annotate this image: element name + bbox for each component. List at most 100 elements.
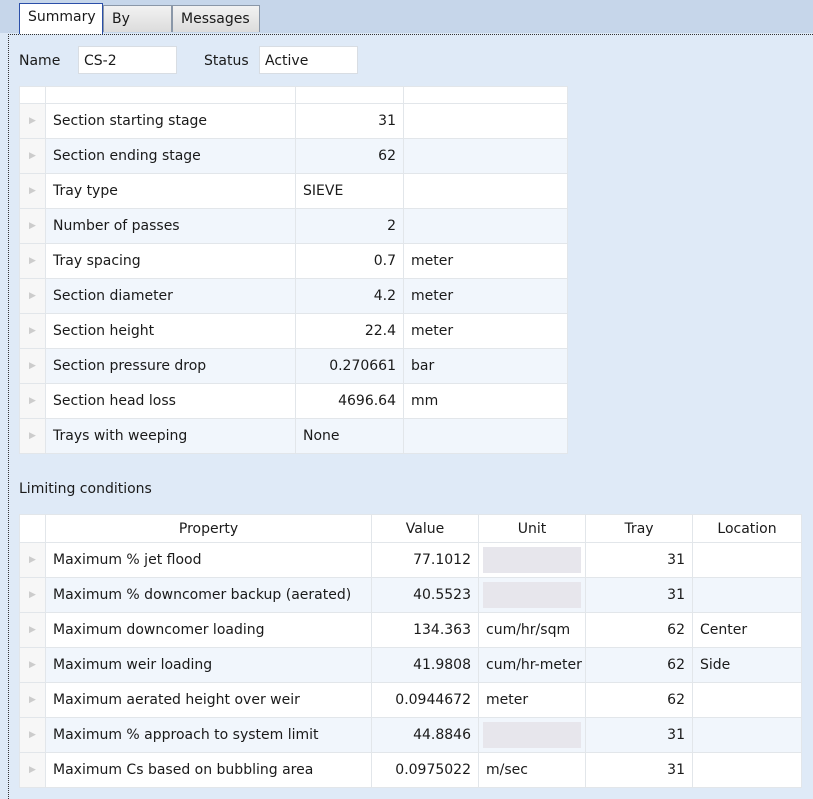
table-row: ▶ Section starting stage 31 bbox=[19, 103, 568, 139]
row-selector[interactable]: ▶ bbox=[19, 577, 46, 613]
unit-cell bbox=[403, 173, 568, 209]
tray-cell: 31 bbox=[585, 577, 693, 613]
table-row: ▶ Tray type SIEVE bbox=[19, 173, 568, 209]
row-selector[interactable]: ▶ bbox=[19, 682, 46, 718]
property-cell: Section pressure drop bbox=[45, 348, 296, 384]
row-selector[interactable]: ▶ bbox=[19, 243, 46, 279]
status-field[interactable]: Active bbox=[259, 46, 358, 74]
row-selector[interactable]: ▶ bbox=[19, 717, 46, 753]
unit-cell[interactable]: m/sec bbox=[478, 752, 586, 788]
value-cell[interactable]: 4696.64 bbox=[295, 383, 404, 419]
row-selector[interactable]: ▶ bbox=[19, 138, 46, 174]
header-property[interactable]: Property bbox=[45, 514, 372, 543]
value-cell[interactable]: 62 bbox=[295, 138, 404, 174]
location-cell bbox=[692, 752, 802, 788]
property-cell: Maximum % jet flood bbox=[45, 542, 372, 578]
table-row: ▶ Section head loss 4696.64 mm bbox=[19, 383, 568, 419]
row-selector[interactable]: ▶ bbox=[19, 278, 46, 314]
tray-cell: 62 bbox=[585, 682, 693, 718]
property-cell: Maximum Cs based on bubbling area bbox=[45, 752, 372, 788]
unit-cell[interactable] bbox=[478, 577, 586, 613]
table-row: ▶ Section pressure drop 0.270661 bar bbox=[19, 348, 568, 384]
header-location[interactable]: Location bbox=[692, 514, 802, 543]
location-cell: Center bbox=[692, 612, 802, 648]
name-field[interactable]: CS-2 bbox=[78, 46, 177, 74]
value-cell[interactable]: SIEVE bbox=[295, 173, 404, 209]
property-cell: Maximum % downcomer backup (aerated) bbox=[45, 577, 372, 613]
unit-cell: meter bbox=[403, 278, 568, 314]
unit-cell bbox=[403, 138, 568, 174]
row-selector[interactable]: ▶ bbox=[19, 418, 46, 454]
unit-cell[interactable] bbox=[478, 542, 586, 578]
unit-cell[interactable] bbox=[478, 717, 586, 753]
tray-cell: 62 bbox=[585, 612, 693, 648]
value-cell[interactable]: 2 bbox=[295, 208, 404, 244]
value-cell: 44.8846 bbox=[371, 717, 479, 753]
limiting-conditions-table: Property Value Unit Tray Location ▶ Maxim… bbox=[19, 514, 802, 788]
row-selector[interactable]: ▶ bbox=[19, 647, 46, 683]
property-cell: Trays with weeping bbox=[45, 418, 296, 454]
location-cell bbox=[692, 577, 802, 613]
row-selector[interactable]: ▶ bbox=[19, 612, 46, 648]
unit-cell bbox=[403, 103, 568, 139]
header-value[interactable]: Value bbox=[371, 514, 479, 543]
value-cell[interactable]: 22.4 bbox=[295, 313, 404, 349]
unit-cell bbox=[403, 208, 568, 244]
table-row: ▶ Trays with weeping None bbox=[19, 418, 568, 454]
row-selector[interactable]: ▶ bbox=[19, 348, 46, 384]
tab-summary[interactable]: Summary bbox=[19, 3, 103, 34]
name-label: Name bbox=[19, 53, 61, 69]
location-cell bbox=[692, 717, 802, 753]
empty-unit-field[interactable] bbox=[483, 722, 581, 748]
row-selector[interactable]: ▶ bbox=[19, 103, 46, 139]
value-cell: 0.0975022 bbox=[371, 752, 479, 788]
row-selector[interactable]: ▶ bbox=[19, 313, 46, 349]
row-selector[interactable]: ▶ bbox=[19, 752, 46, 788]
empty-unit-field[interactable] bbox=[483, 547, 581, 573]
property-cell: Maximum downcomer loading bbox=[45, 612, 372, 648]
value-cell[interactable]: None bbox=[295, 418, 404, 454]
property-cell: Maximum % approach to system limit bbox=[45, 717, 372, 753]
location-cell: Side bbox=[692, 647, 802, 683]
row-selector[interactable]: ▶ bbox=[19, 542, 46, 578]
value-cell[interactable]: 0.270661 bbox=[295, 348, 404, 384]
unit-cell[interactable]: cum/hr/sqm bbox=[478, 612, 586, 648]
header-tray[interactable]: Tray bbox=[585, 514, 693, 543]
limiting-conditions-title: Limiting conditions bbox=[19, 481, 152, 497]
property-cell: Tray spacing bbox=[45, 243, 296, 279]
row-selector[interactable]: ▶ bbox=[19, 208, 46, 244]
property-cell: Maximum aerated height over weir bbox=[45, 682, 372, 718]
status-label: Status bbox=[204, 53, 249, 69]
tab-by-tray[interactable]: By Tray bbox=[103, 5, 172, 53]
table-row: ▶ Maximum aerated height over weir 0.09446… bbox=[19, 682, 802, 718]
unit-cell: mm bbox=[403, 383, 568, 419]
table-row: ▶ Section diameter 4.2 meter bbox=[19, 278, 568, 314]
value-cell: 77.1012 bbox=[371, 542, 479, 578]
table-row: ▶ Maximum downcomer loading 134.363 cum/hr/… bbox=[19, 612, 802, 648]
value-cell[interactable]: 0.7 bbox=[295, 243, 404, 279]
tray-cell: 31 bbox=[585, 752, 693, 788]
row-selector[interactable]: ▶ bbox=[19, 173, 46, 209]
header-unit[interactable]: Unit bbox=[478, 514, 586, 543]
unit-cell: meter bbox=[403, 313, 568, 349]
value-cell[interactable]: 31 bbox=[295, 103, 404, 139]
summary-table: ▶ Section starting stage 31 ▶ Section ending… bbox=[19, 86, 568, 454]
location-cell bbox=[692, 542, 802, 578]
value-cell: 41.9808 bbox=[371, 647, 479, 683]
property-cell: Number of passes bbox=[45, 208, 296, 244]
row-selector[interactable]: ▶ bbox=[19, 383, 46, 419]
table-row: ▶ Number of passes 2 bbox=[19, 208, 568, 244]
value-cell: 40.5523 bbox=[371, 577, 479, 613]
unit-cell: bar bbox=[403, 348, 568, 384]
property-cell: Section head loss bbox=[45, 383, 296, 419]
property-cell: Maximum weir loading bbox=[45, 647, 372, 683]
property-cell: Section height bbox=[45, 313, 296, 349]
tab-messages[interactable]: Messages bbox=[172, 5, 260, 32]
empty-unit-field[interactable] bbox=[483, 582, 581, 608]
location-cell bbox=[692, 682, 802, 718]
unit-cell bbox=[403, 418, 568, 454]
value-cell[interactable]: 4.2 bbox=[295, 278, 404, 314]
table-row: ▶ Maximum % downcomer backup (aerated) 40.… bbox=[19, 577, 802, 613]
unit-cell[interactable]: cum/hr-meter bbox=[478, 647, 586, 683]
unit-cell[interactable]: meter bbox=[478, 682, 586, 718]
